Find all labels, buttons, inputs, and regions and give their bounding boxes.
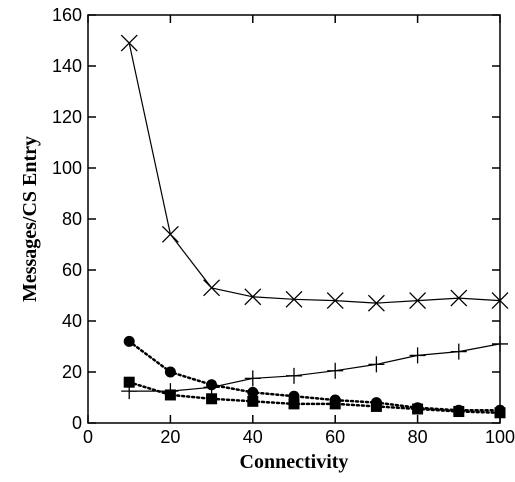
series-plus	[121, 335, 508, 400]
data-point-x	[285, 290, 303, 308]
y-tick-label: 120	[52, 107, 82, 127]
data-point-square	[329, 398, 341, 410]
series-square	[123, 376, 506, 419]
data-point-plus	[450, 343, 467, 360]
axis-ticks: 0 20 40 60 80 100 0 20 40 60 80 100 120 140 160	[52, 5, 515, 447]
data-point-circle	[247, 386, 259, 398]
x-tick-label: 0	[83, 427, 93, 447]
data-point-plus	[286, 367, 302, 384]
data-point-plus	[409, 347, 426, 364]
data-point-square	[453, 406, 465, 418]
series-x	[120, 34, 509, 312]
data-point-x	[161, 225, 179, 243]
data-point-plus	[368, 356, 385, 373]
y-tick-label: 140	[52, 56, 82, 76]
x-tick-label: 60	[325, 427, 345, 447]
data-point-circle	[164, 366, 176, 378]
data-point-x	[450, 289, 468, 307]
data-point-x	[120, 34, 138, 52]
series-line-x	[128, 42, 501, 304]
data-point-square	[412, 403, 424, 415]
data-point-square	[288, 398, 300, 410]
series-line-square	[127, 380, 502, 415]
x-tick-label: 100	[485, 427, 515, 447]
data-point-x	[409, 292, 427, 310]
y-tick-label: 60	[62, 260, 82, 280]
plot-frame	[87, 14, 501, 424]
data-point-square	[164, 389, 176, 401]
x-tick-label: 20	[160, 427, 180, 447]
data-point-circle	[123, 335, 135, 347]
data-point-square	[123, 376, 135, 388]
data-point-plus	[327, 362, 344, 379]
y-tick-label: 0	[72, 413, 82, 433]
data-point-x	[326, 292, 344, 310]
series-line-circle	[127, 340, 502, 412]
data-point-square	[370, 400, 382, 412]
series-line-plus	[129, 343, 501, 392]
x-tick-label: 80	[408, 427, 428, 447]
data-point-x	[367, 294, 385, 312]
data-point-square	[206, 393, 218, 405]
y-tick-label: 80	[62, 209, 82, 229]
y-tick-label: 100	[52, 158, 82, 178]
y-tick-label: 40	[62, 311, 82, 331]
data-point-x	[203, 279, 221, 297]
data-point-circle	[206, 379, 218, 391]
y-tick-label: 20	[62, 362, 82, 382]
x-tick-label: 40	[243, 427, 263, 447]
y-axis-title: Messages/CS Entry	[19, 136, 41, 302]
data-point-x	[244, 288, 262, 306]
data-point-square	[247, 395, 259, 407]
y-tick-label: 160	[52, 5, 82, 25]
plot-marks	[120, 34, 509, 419]
x-axis-title: Connectivity	[240, 451, 349, 473]
data-point-plus	[244, 370, 261, 387]
